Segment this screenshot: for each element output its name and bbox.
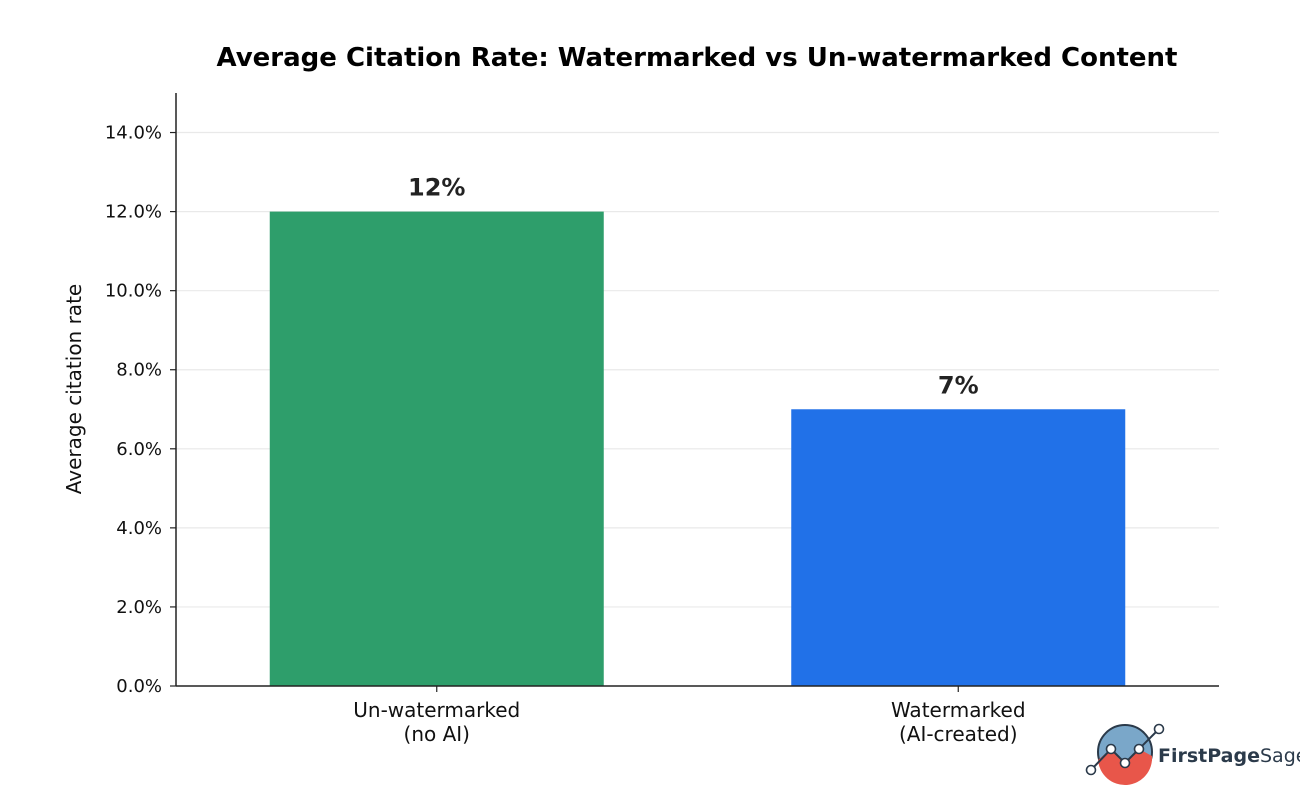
x-tick-label: Un-watermarked (no AI) <box>353 698 520 746</box>
y-tick-label: 8.0% <box>116 360 162 381</box>
bar <box>269 211 604 686</box>
data-label: 7% <box>938 371 979 399</box>
logo-text-light: Sage <box>1260 745 1300 767</box>
chart-globe-icon <box>1085 723 1165 786</box>
brand-logo: FirstPageSage <box>1085 723 1300 786</box>
logo-text: FirstPageSage <box>1158 745 1300 767</box>
bars <box>269 211 1126 686</box>
y-tick-label: 12.0% <box>105 202 162 223</box>
x-tick-label: Watermarked (AI-created) <box>891 698 1026 746</box>
chart-title: Average Citation Rate: Watermarked vs Un… <box>217 43 1178 73</box>
y-tick-label: 4.0% <box>116 518 162 539</box>
data-label: 12% <box>408 174 465 202</box>
y-tick-label: 10.0% <box>105 281 162 302</box>
axes <box>175 93 1219 687</box>
y-tick-label: 6.0% <box>116 439 162 460</box>
y-axis-label: Average citation rate <box>62 284 86 494</box>
y-tick-label: 2.0% <box>116 597 162 618</box>
y-ticks: 0.0% 2.0% 4.0% 6.0% 8.0% 10.0% 12.0% 14.0% <box>105 123 176 697</box>
x-ticks: Un-watermarked (no AI) Watermarked (AI-crea… <box>353 686 1026 746</box>
data-labels: 12% 7% <box>408 174 979 400</box>
logo-text-bold: FirstPage <box>1158 745 1260 767</box>
bar <box>791 409 1126 686</box>
y-tick-label: 0.0% <box>116 676 162 697</box>
y-tick-label: 14.0% <box>105 123 162 144</box>
